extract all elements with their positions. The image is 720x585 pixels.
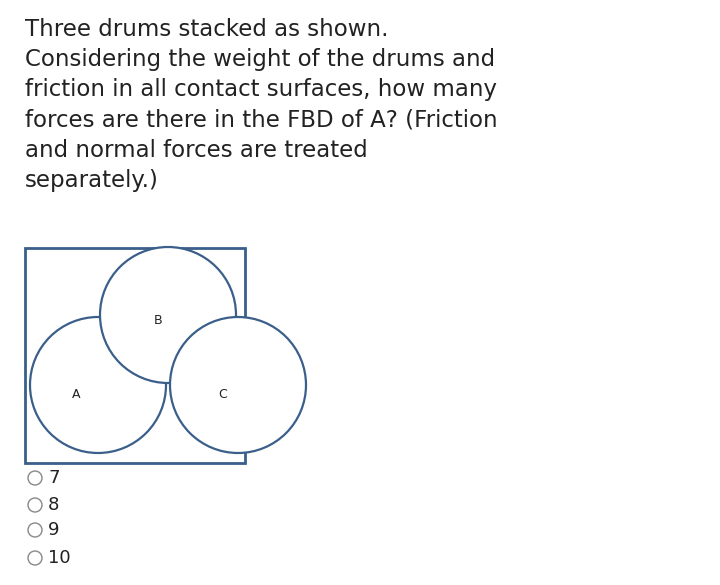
Circle shape: [30, 317, 166, 453]
Text: 9: 9: [48, 521, 60, 539]
Circle shape: [28, 551, 42, 565]
Text: B: B: [153, 314, 162, 326]
Circle shape: [28, 498, 42, 512]
Circle shape: [100, 247, 236, 383]
Text: C: C: [219, 388, 228, 401]
Text: Three drums stacked as shown.
Considering the weight of the drums and
friction i: Three drums stacked as shown. Considerin…: [25, 18, 498, 192]
Text: 10: 10: [48, 549, 71, 567]
Text: 8: 8: [48, 496, 59, 514]
Circle shape: [170, 317, 306, 453]
Bar: [25, 248, 245, 463]
Text: A: A: [72, 388, 80, 401]
Text: 7: 7: [48, 469, 60, 487]
Circle shape: [28, 523, 42, 537]
Circle shape: [28, 471, 42, 485]
